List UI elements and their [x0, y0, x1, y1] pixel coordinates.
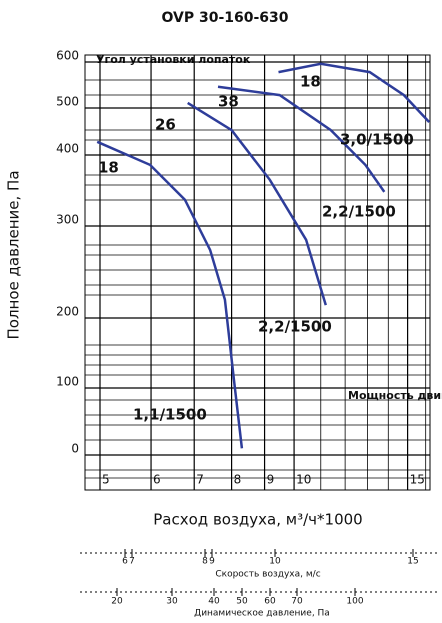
angle-label: 18	[300, 73, 321, 91]
curve-label: 2,2/1500	[258, 318, 332, 336]
pressure-tick-label: 50	[236, 597, 248, 607]
velocity-tick-label: 9	[209, 557, 215, 567]
curve	[217, 85, 386, 193]
x-tick-label: 5	[102, 473, 110, 487]
velocity-tick-label: 6	[122, 557, 128, 567]
y-tick-label: 500	[56, 95, 79, 109]
y-tick-label: 600	[56, 49, 79, 63]
pressure-tick-label: 40	[208, 597, 220, 607]
x-tick-label: 10	[296, 473, 311, 487]
curve	[187, 101, 327, 306]
pressure-tick-label: 20	[111, 597, 123, 607]
pressure-tick-label: 60	[264, 597, 276, 607]
power-note: Мощность двигателя, кВт	[348, 389, 442, 402]
velocity-axis-label: Скорость воздуха, м/с	[215, 570, 320, 580]
velocity-tick-label: 10	[269, 557, 281, 567]
pressure-tick-label: 100	[346, 597, 363, 607]
y-tick-label: 300	[56, 213, 79, 227]
x-tick-label: 7	[196, 473, 204, 487]
curve-label: 2,2/1500	[322, 203, 396, 221]
velocity-tick-label: 7	[129, 557, 135, 567]
power-note-text: Мощность двигателя, кВт	[348, 389, 442, 402]
x-tick-label: 15	[410, 473, 425, 487]
pressure-tick-label: 70	[291, 597, 303, 607]
pressure-axis-label: Динамическое давление, Па	[194, 609, 330, 619]
curve	[278, 62, 431, 123]
annotation: Угол установки лопаток	[96, 53, 251, 66]
y-tick-label: 0	[71, 442, 79, 456]
velocity-tick-label: 15	[407, 557, 418, 567]
curve-label: 3,0/1500	[340, 131, 414, 149]
angle-label: 38	[218, 93, 239, 111]
x-tick-label: 6	[153, 473, 161, 487]
y-axis-label: Полное давление, Па	[5, 170, 23, 339]
y-tick-label: 400	[56, 142, 79, 156]
x-axis-label: Расход воздуха, м³/ч*1000	[153, 511, 362, 529]
angle-label: 26	[155, 116, 176, 134]
y-tick-label: 100	[56, 375, 79, 389]
angle-label: 18	[98, 159, 119, 177]
y-tick-label: 200	[56, 305, 79, 319]
curve-label: 1,1/1500	[133, 406, 207, 424]
pressure-tick-label: 30	[166, 597, 178, 607]
velocity-tick-label: 8	[202, 557, 208, 567]
x-tick-label: 9	[267, 473, 275, 487]
curve	[96, 140, 244, 449]
x-tick-label: 8	[234, 473, 242, 487]
plot-frame	[84, 54, 431, 491]
chart-title: OVP 30-160-630	[161, 10, 288, 26]
